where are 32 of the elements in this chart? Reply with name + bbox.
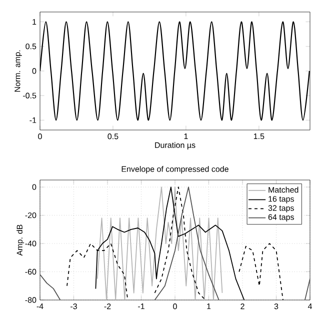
- y-axis-title: Norm. amp.: [14, 50, 22, 92]
- y-axis-title: Amp. dB: [16, 224, 24, 256]
- y-tick-label: -20: [25, 212, 36, 218]
- y-tick-label: -60: [25, 268, 36, 275]
- legend-label: 16 taps: [268, 196, 294, 204]
- line-series: [96, 186, 223, 300]
- x-tick-label: -1: [138, 304, 144, 310]
- x-tick-label: 4: [308, 304, 312, 310]
- x-tick-label: 0: [173, 304, 177, 310]
- x-axis-title: Duration µs: [155, 142, 196, 150]
- y-tick-label: -0.5: [23, 92, 36, 98]
- x-tick-label: 0: [38, 134, 42, 140]
- y-tick-label: 0.5: [26, 44, 36, 50]
- x-tick-label: 3: [274, 304, 278, 310]
- x-tick-label: 1.5: [254, 134, 264, 140]
- y-tick-label: 0: [32, 184, 36, 190]
- y-tick-label: -40: [25, 240, 36, 246]
- chart-title: Envelope of compressed code: [122, 166, 228, 174]
- x-tick-label: 1: [207, 304, 211, 310]
- x-tick-label: 0.5: [108, 134, 118, 140]
- y-tick-label: 1: [32, 19, 36, 25]
- x-tick-label: -4: [36, 304, 44, 310]
- x-tick-label: -3: [70, 304, 77, 310]
- legend-label: 32 taps: [268, 205, 294, 212]
- legend-label: 64 taps: [268, 214, 294, 222]
- y-tick-label: -80: [25, 297, 36, 303]
- x-tick-label: -2: [104, 304, 111, 310]
- y-tick-label: 0: [32, 68, 36, 74]
- x-tick-label: 2: [240, 304, 244, 310]
- y-tick-label: -1: [30, 117, 36, 123]
- legend-label: Matched: [268, 186, 298, 193]
- x-tick-label: 1: [184, 134, 188, 140]
